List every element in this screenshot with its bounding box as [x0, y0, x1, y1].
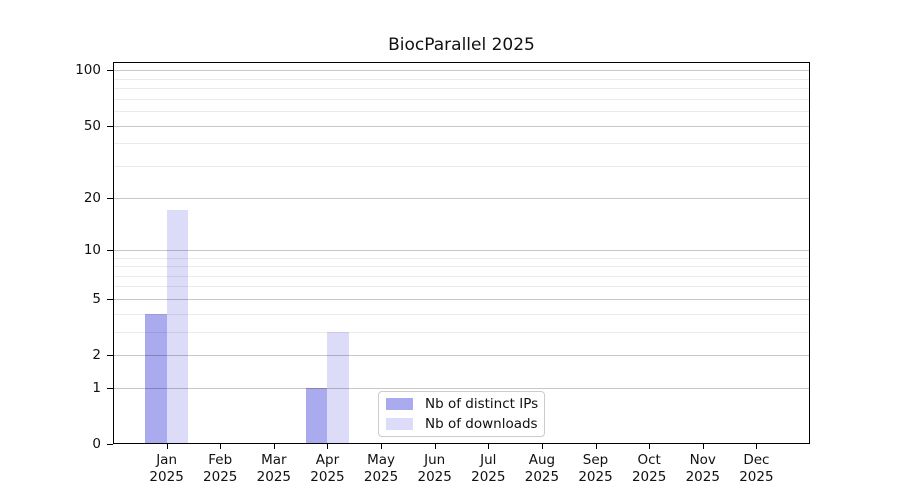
gridline-minor	[114, 313, 809, 315]
bar-nb-of-downloads	[166, 210, 189, 443]
x-axis-tick-label: Jan 2025	[135, 452, 199, 485]
gridline-minor	[114, 78, 809, 80]
y-axis-tick	[107, 444, 113, 445]
x-label-month: Jan	[156, 452, 178, 468]
legend-label-distinct-ips: Nb of distinct IPs	[425, 396, 539, 412]
gridline-major	[114, 355, 809, 357]
x-axis-tick	[327, 444, 329, 449]
gridline-major	[114, 197, 809, 199]
x-axis-tick-label: Sep 2025	[564, 452, 628, 485]
x-label-month: Oct	[637, 452, 661, 468]
y-axis-tick	[107, 387, 113, 389]
gridline-major	[114, 249, 809, 251]
legend-label-downloads: Nb of downloads	[425, 416, 538, 432]
x-label-year: 2025	[685, 468, 720, 485]
x-axis-tick-label: Apr 2025	[295, 452, 359, 485]
gridline-minor	[114, 257, 809, 259]
legend-entry-distinct-ips: Nb of distinct IPs	[386, 394, 544, 414]
legend-swatch-downloads	[386, 418, 413, 430]
x-axis-tick	[595, 444, 597, 449]
x-label-year: 2025	[471, 468, 506, 485]
gridline-minor	[114, 111, 809, 113]
x-axis-tick-label: Dec 2025	[724, 452, 788, 485]
x-label-month: Jul	[480, 452, 497, 468]
x-axis-tick	[756, 444, 758, 449]
x-label-month: Jun	[424, 452, 446, 468]
y-axis-tick-label: 1	[92, 379, 101, 396]
x-axis-tick-label: Aug 2025	[510, 452, 574, 485]
x-axis-tick-label: Jul 2025	[456, 452, 520, 485]
bar-nb-of-distinct-ips	[145, 313, 167, 443]
x-label-month: Mar	[261, 452, 287, 468]
x-label-month: Sep	[582, 452, 609, 468]
x-label-month: Feb	[208, 452, 233, 468]
y-axis-tick-label: 100	[75, 62, 101, 79]
y-axis-tick	[107, 197, 113, 199]
x-axis-tick-label: Jun 2025	[403, 452, 467, 485]
x-label-year: 2025	[203, 468, 238, 485]
x-axis-tick-label: Feb 2025	[188, 452, 252, 485]
gridline-major	[114, 70, 809, 72]
y-axis-tick	[107, 249, 113, 251]
x-axis-tick-label: Nov 2025	[671, 452, 735, 485]
gridline-major	[114, 387, 809, 389]
x-axis-tick-label: May 2025	[349, 452, 413, 485]
chart-title: BiocParallel 2025	[388, 35, 535, 55]
gridline-major	[114, 125, 809, 127]
x-label-year: 2025	[310, 468, 345, 485]
plot-area	[113, 62, 810, 444]
x-label-year: 2025	[417, 468, 452, 485]
y-axis-tick	[107, 70, 113, 72]
y-axis-tick-label: 2	[92, 347, 101, 364]
x-label-year: 2025	[363, 468, 399, 485]
y-axis-tick-label: 5	[92, 290, 101, 307]
x-label-year: 2025	[256, 468, 292, 485]
x-axis-tick	[273, 444, 275, 449]
x-axis-tick	[541, 444, 543, 449]
legend-entry-downloads: Nb of downloads	[386, 414, 544, 434]
x-axis-tick	[702, 444, 704, 449]
gridline-minor	[114, 165, 809, 167]
legend-swatch-distinct-ips	[386, 398, 413, 410]
x-label-month: Dec	[743, 452, 770, 468]
x-axis-tick-label: Oct 2025	[617, 452, 681, 485]
x-label-year: 2025	[149, 468, 184, 485]
x-label-year: 2025	[631, 468, 667, 485]
gridline-minor	[114, 143, 809, 145]
gridline-minor	[114, 98, 809, 100]
x-axis-tick	[381, 444, 383, 449]
x-label-month: Apr	[315, 452, 340, 468]
x-label-month: May	[367, 452, 396, 468]
x-label-year: 2025	[739, 468, 774, 485]
gridline-minor	[114, 331, 809, 333]
x-axis-tick	[434, 444, 436, 449]
y-axis-tick-label: 10	[83, 241, 101, 258]
x-label-month: Nov	[689, 452, 716, 468]
y-axis-tick	[107, 298, 113, 300]
gridline-major	[114, 298, 809, 300]
gridline-minor	[114, 275, 809, 277]
x-axis-tick-label: Mar 2025	[242, 452, 306, 485]
x-axis-tick	[166, 444, 168, 449]
gridline-minor	[114, 266, 809, 268]
gridline-minor	[114, 88, 809, 90]
y-axis-tick-label: 50	[83, 117, 101, 134]
x-label-year: 2025	[578, 468, 613, 485]
gridline-minor	[114, 286, 809, 288]
x-label-year: 2025	[524, 468, 560, 485]
y-axis-tick	[107, 125, 113, 127]
y-axis-tick-label: 20	[83, 189, 101, 206]
legend: Nb of distinct IPs Nb of downloads	[378, 391, 545, 437]
x-axis-tick	[220, 444, 222, 449]
bar-nb-of-distinct-ips	[306, 387, 328, 443]
y-axis-tick	[107, 355, 113, 357]
x-label-month: Aug	[528, 452, 556, 468]
y-axis-tick-label: 0	[92, 436, 101, 452]
x-axis-tick	[649, 444, 651, 449]
bar-nb-of-downloads	[327, 331, 349, 443]
x-axis-tick	[488, 444, 490, 449]
